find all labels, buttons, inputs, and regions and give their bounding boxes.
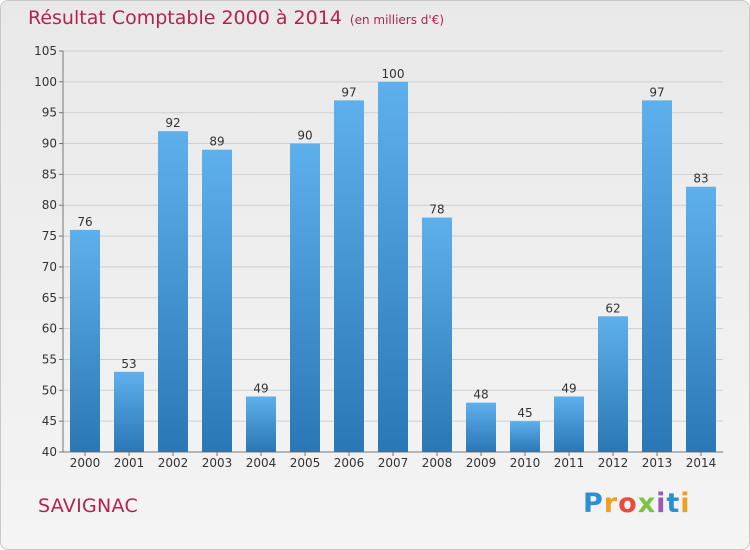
y-tick-label: 45 [42,414,57,428]
x-tick-label: 2000 [70,456,101,470]
y-tick-label: 40 [42,445,57,459]
x-tick-label: 2008 [422,456,453,470]
x-tick-label: 2005 [290,456,321,470]
bar [466,402,496,452]
x-tick-label: 2012 [598,456,629,470]
data-label: 90 [297,129,312,143]
bar [114,371,144,452]
commune-name: SAVIGNAC [38,495,139,517]
y-tick-label: 60 [42,322,57,336]
x-tick-label: 2010 [510,456,541,470]
data-label: 62 [605,301,620,315]
chart-title-text: Résultat Comptable 2000 à 2014 [28,7,342,29]
y-tick-label: 50 [42,383,57,397]
data-label: 45 [517,406,532,420]
y-tick-label: 80 [42,198,57,212]
x-tick-label: 2009 [466,456,497,470]
bar [70,229,100,452]
bar [510,421,540,452]
logo-letter: i [656,488,667,519]
bar [334,100,364,452]
x-tick-label: 2003 [202,456,233,470]
logo-letter: r [603,488,619,519]
y-tick-label: 105 [34,44,57,58]
y-tick-label: 90 [42,137,57,151]
proxiti-logo: Proxiti [583,488,691,519]
chart-title: Résultat Comptable 2000 à 2014 (en millie… [28,7,444,29]
x-tick-label: 2007 [378,456,409,470]
data-label: 49 [253,381,268,395]
data-label: 76 [77,215,92,229]
logo-letter: t [666,488,681,519]
bar [202,149,232,452]
y-tick-label: 75 [42,229,57,243]
data-label: 97 [649,85,664,99]
data-label: 100 [382,67,405,81]
x-tick-label: 2013 [642,456,673,470]
logo-letter: P [583,488,604,519]
logo-letter: o [618,488,638,519]
chart-subtitle: (en milliers d'€) [349,13,445,27]
bar [598,316,628,452]
bar [246,396,276,452]
logo-letter: x [637,488,657,519]
bar [422,217,452,452]
y-tick-label: 55 [42,352,57,366]
data-label: 78 [429,203,444,217]
bar [686,186,716,452]
x-tick-label: 2001 [114,456,145,470]
x-tick-label: 2006 [334,456,365,470]
data-label: 89 [209,135,224,149]
bar-chart: 40 45 50 55 60 65 70 75 80 85 90 95 100 105 76 2000 53 20… [34,44,723,470]
x-tick-label: 2002 [158,456,189,470]
data-label: 97 [341,85,356,99]
y-tick-label: 100 [34,75,57,89]
x-tick-label: 2014 [686,456,717,470]
bar [642,100,672,452]
data-label: 83 [693,172,708,186]
data-label: 53 [121,357,136,371]
y-tick-label: 85 [42,167,57,181]
bar [290,143,320,453]
y-tick-label: 70 [42,260,57,274]
bar [378,81,408,452]
data-label: 92 [165,116,180,130]
data-label: 48 [473,388,488,402]
x-tick-label: 2011 [554,456,585,470]
logo-letter: i [680,488,691,519]
data-label: 49 [561,381,576,395]
y-tick-label: 65 [42,291,57,305]
bar [158,131,188,452]
y-tick-label: 95 [42,106,57,120]
x-tick-label: 2004 [246,456,277,470]
bar [554,396,584,452]
